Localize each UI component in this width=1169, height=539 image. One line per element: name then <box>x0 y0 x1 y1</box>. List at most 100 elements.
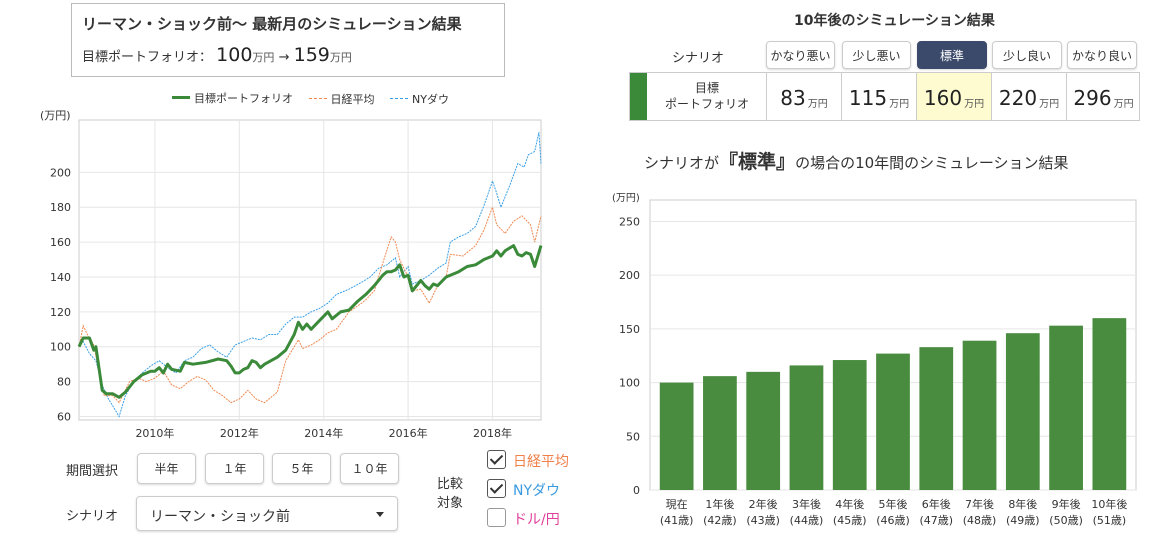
period-button-half-year[interactable]: 半年 <box>137 453 196 484</box>
series-line-portfolio <box>77 244 543 399</box>
series-line-nikkei <box>78 205 542 404</box>
bar <box>1049 325 1083 490</box>
scenario-button-standard[interactable]: 標準 <box>917 41 987 69</box>
scenario-select[interactable]: リーマン・ショック前 <box>136 496 398 531</box>
x-tick-label: 2014年 <box>304 426 343 440</box>
result-unit: 万円 <box>1039 99 1060 110</box>
scenario-button-slightly-good[interactable]: 少し良い <box>992 41 1062 69</box>
result-unit: 万円 <box>807 99 828 110</box>
compare-usdjpy-checkbox[interactable] <box>487 508 506 527</box>
period-button-5-years[interactable]: ５年 <box>272 453 331 484</box>
bar <box>703 376 737 490</box>
bar-chart: 0 50 100 150 200 250 (万円) 現在 (41歳) 1年後 (42歳) 2年後 (43… <box>612 193 1137 527</box>
compare-label-1: 比較 <box>437 477 464 492</box>
compare-usdjpy-label: ドル/円 <box>513 512 560 528</box>
x-tick-label: 2018年 <box>473 426 512 440</box>
legend-swatch-nikkei <box>308 98 327 99</box>
scenario-button-very-good[interactable]: かなり良い <box>1067 41 1137 69</box>
legend-item-nikkei: 日経平均 <box>308 91 375 107</box>
x-tick-sublabel: (44歳) <box>790 514 824 527</box>
result-unit: 万円 <box>964 99 985 110</box>
y-axis-label: (万円) <box>40 109 71 122</box>
result-value: 220 <box>998 86 1038 110</box>
x-tick-label: 4年後 <box>835 497 864 511</box>
result-unit: 万円 <box>889 99 910 110</box>
x-tick-sublabel: (45歳) <box>833 514 867 527</box>
arrow: → <box>278 50 290 65</box>
scenario-button-very-bad[interactable]: かなり悪い <box>766 41 835 69</box>
plot-area <box>78 119 542 421</box>
y-tick-label: 0 <box>633 484 640 497</box>
forecast-title: 10年後のシミュレーション結果 <box>794 13 995 29</box>
line-chart: 60 80 100 120 140 160 180 200 2010年 2012年 2014年 201… <box>40 109 543 440</box>
period-button-1-year[interactable]: １年 <box>205 453 264 484</box>
compare-nikkei-checkbox[interactable] <box>487 450 506 469</box>
caption-suffix: の場合の10年間のシミュレーション結果 <box>795 154 1069 172</box>
legend-item-nydow: NYダウ <box>390 91 449 107</box>
legend-label: 日経平均 <box>330 92 375 106</box>
result-slightly-good: 220 万円 <box>991 73 1066 120</box>
compare-nydow-checkbox[interactable] <box>487 479 506 498</box>
x-tick-sublabel: (42歳) <box>703 514 737 527</box>
legend-label: NYダウ <box>412 92 449 106</box>
x-tick-label: 2016年 <box>389 426 428 440</box>
y-tick-label: 100 <box>619 377 640 390</box>
y-tick-label: 100 <box>50 341 71 354</box>
x-tick-sublabel: (46歳) <box>876 514 910 527</box>
period-label: 期間選択 <box>66 464 119 479</box>
row-label-line-1: 目標 <box>694 81 719 95</box>
portfolio-row-label: 目標 ポートフォリオ <box>647 80 767 112</box>
bar <box>1005 333 1040 490</box>
x-tick-sublabel: (48歳) <box>963 514 997 527</box>
row-label-line-2: ポートフォリオ <box>664 97 749 111</box>
start-unit: 万円 <box>252 51 275 64</box>
x-tick-label: 6年後 <box>922 497 951 511</box>
x-tick-sublabel: (43歳) <box>746 514 780 527</box>
bar <box>1092 318 1127 490</box>
period-button-10-years[interactable]: １０年 <box>340 453 399 484</box>
y-tick-label: 160 <box>50 236 71 249</box>
x-tick-label: 8年後 <box>1008 497 1037 511</box>
bar <box>919 347 954 490</box>
result-value: 296 <box>1073 86 1112 110</box>
bar <box>876 353 910 490</box>
chevron-down-icon <box>376 512 384 517</box>
x-tick-sublabel: (50歳) <box>1049 514 1083 527</box>
series-line-nydow <box>78 132 542 418</box>
x-tick-label: 現在 <box>666 498 688 511</box>
y-tick-label: 140 <box>50 271 71 284</box>
start-value: 100 <box>216 44 253 66</box>
end-value: 159 <box>293 44 330 66</box>
bar <box>832 360 867 490</box>
result-value: 115 <box>848 86 888 110</box>
compare-nydow-label: NYダウ <box>513 483 561 499</box>
x-tick-sublabel: (49歳) <box>1006 514 1040 527</box>
legend-swatch-portfolio <box>172 96 190 99</box>
x-tick-label: 5年後 <box>879 497 908 511</box>
summary-label: 目標ポートフォリオ： <box>82 50 213 65</box>
result-very-bad: 83 万円 <box>766 73 841 120</box>
caption-scenario-name: 標準 <box>738 151 777 173</box>
y-tick-label: 60 <box>57 411 71 424</box>
compare-label-2: 対象 <box>437 496 464 511</box>
portfolio-color-swatch <box>630 73 647 120</box>
bar <box>746 371 781 490</box>
x-tick-sublabel: (41歳) <box>660 514 694 527</box>
y-tick-label: 50 <box>626 430 640 443</box>
x-tick-label: 3年後 <box>792 497 821 511</box>
legend-item-portfolio: 目標ポートフォリオ <box>172 90 293 106</box>
compare-nikkei-label: 日経平均 <box>513 454 569 470</box>
x-tick-label: 1年後 <box>705 497 734 511</box>
bar <box>962 340 997 490</box>
x-tick-label: 10年後 <box>1091 497 1127 511</box>
y-tick-label: 80 <box>57 376 71 389</box>
scenario-select-value: リーマン・ショック前 <box>150 509 290 525</box>
scenario-row-label: シナリオ <box>672 51 725 66</box>
end-unit: 万円 <box>329 51 352 64</box>
result-row: 目標 ポートフォリオ 83 万円 115 万円 160 万円 220 万円 296 万円 <box>629 72 1140 121</box>
scenario-button-slightly-bad[interactable]: 少し悪い <box>842 41 911 69</box>
result-standard: 160 万円 <box>916 73 991 120</box>
x-tick-label: 2年後 <box>749 497 778 511</box>
summary-line: 目標ポートフォリオ： 100万円 → 159万円 <box>82 44 352 66</box>
legend-label: 目標ポートフォリオ <box>194 91 293 105</box>
